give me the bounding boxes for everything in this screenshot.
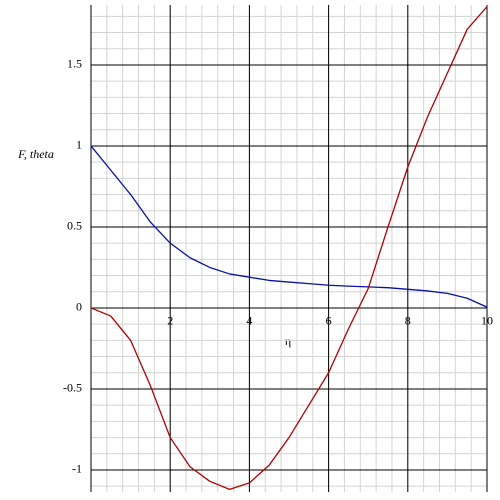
x-tick-label: 2 <box>167 314 173 328</box>
x-tick-label: 4 <box>246 314 252 328</box>
y-tick-label: 1 <box>76 138 82 152</box>
y-tick-label: 1.5 <box>67 57 82 71</box>
line-series <box>90 145 488 308</box>
y-tick-label: 0.5 <box>67 219 82 233</box>
x-tick-label: 10 <box>481 314 493 328</box>
line-series <box>90 6 488 491</box>
y-axis-label: F, theta <box>17 147 54 161</box>
y-tick-label: -1 <box>72 462 82 476</box>
y-tick-label: -0.5 <box>63 381 82 395</box>
y-tick-label: 0 <box>76 300 82 314</box>
x-tick-label: 6 <box>326 314 332 328</box>
x-tick-label: 8 <box>405 314 411 328</box>
